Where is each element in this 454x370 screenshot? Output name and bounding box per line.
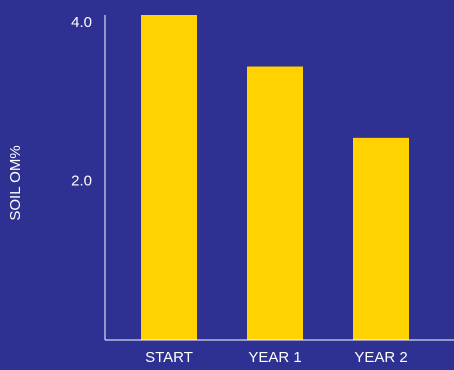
y-tick-label: 2.0 (71, 172, 92, 189)
x-tick-label: YEAR 2 (354, 349, 407, 366)
x-tick-label: YEAR 1 (248, 349, 301, 366)
y-tick-label: 4.0 (71, 14, 92, 31)
bar (247, 66, 303, 341)
bar (141, 15, 197, 340)
bar (353, 137, 409, 340)
x-tick-label: START (145, 349, 193, 366)
y-axis-label: SOIL OM% (7, 145, 24, 220)
